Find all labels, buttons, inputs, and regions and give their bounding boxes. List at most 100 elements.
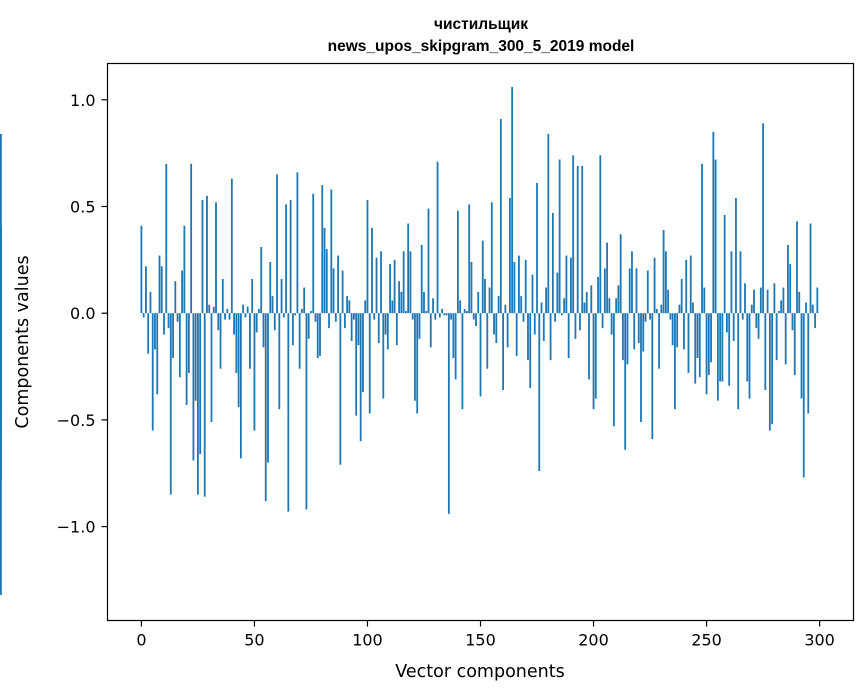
- y-tick-label: 0.0: [70, 304, 95, 323]
- bar-244: [692, 302, 694, 314]
- bar-89: [341, 270, 344, 314]
- bar-154: [488, 287, 491, 314]
- bar-201: [594, 313, 597, 399]
- bar-82: [325, 249, 328, 314]
- bar-248: [701, 163, 703, 314]
- bar-285: [784, 313, 787, 365]
- bar-104: [375, 257, 378, 314]
- bar-65: [287, 313, 290, 512]
- bar-206: [606, 242, 608, 314]
- bar-149: [477, 291, 480, 314]
- bar-58: [271, 296, 274, 314]
- bar-266: [741, 313, 744, 320]
- bar-264: [737, 313, 740, 410]
- bar-278: [768, 313, 771, 431]
- bar-287: [789, 264, 792, 314]
- bar-79: [319, 313, 321, 356]
- bar-234: [669, 313, 672, 320]
- bar-265: [739, 251, 742, 314]
- bar-168: [520, 296, 523, 314]
- bar-100: [366, 200, 369, 314]
- bar-121: [414, 313, 416, 401]
- chart-title-line-2: news_upos_skipgram_300_5_2019 model: [328, 38, 635, 55]
- bar-246: [696, 313, 699, 359]
- bar-39: [228, 313, 231, 320]
- bar-117: [405, 311, 407, 314]
- bar-242: [687, 313, 690, 373]
- bar-83: [328, 313, 330, 329]
- bar-235: [671, 313, 674, 346]
- bar-15: [174, 281, 177, 314]
- bar-251: [707, 313, 710, 376]
- bar-127: [427, 208, 430, 314]
- bar-172: [529, 313, 532, 388]
- bar-1: [142, 313, 145, 318]
- bar-232: [664, 251, 667, 314]
- bar-101: [368, 313, 371, 414]
- bar-57: [269, 261, 272, 314]
- bar-17: [178, 313, 181, 378]
- bar-196: [583, 302, 586, 314]
- bar-43: [237, 313, 240, 408]
- bar-69: [296, 172, 299, 314]
- bar-261: [730, 251, 733, 314]
- bar-3: [147, 313, 150, 354]
- bar-85: [332, 268, 335, 314]
- bar-120: [411, 313, 414, 320]
- bar-undefined: [0, 313, 2, 595]
- bar-286: [787, 244, 789, 314]
- bar-111: [391, 300, 394, 314]
- bar-153: [486, 313, 489, 369]
- bar-180: [547, 133, 550, 314]
- bar-189: [567, 313, 570, 359]
- bar-28: [203, 313, 206, 497]
- y-tick-label: 1.0: [70, 91, 95, 110]
- bar-161: [504, 304, 507, 314]
- bar-239: [680, 279, 683, 314]
- bar-36: [221, 279, 224, 314]
- bar-undefined: [0, 313, 2, 435]
- bar-125: [423, 291, 425, 314]
- bar-12: [167, 313, 170, 329]
- bar-225: [649, 313, 651, 320]
- bar-220: [637, 313, 640, 344]
- bar-140: [456, 210, 459, 314]
- bar-222: [642, 313, 645, 352]
- y-axis-label: Components values: [13, 255, 33, 428]
- bar-177: [540, 302, 543, 314]
- bar-240: [683, 313, 685, 350]
- bar-155: [490, 202, 493, 314]
- bar-38: [226, 308, 229, 314]
- bar-34: [217, 313, 220, 331]
- bar-269: [748, 313, 751, 399]
- bar-45: [242, 304, 245, 314]
- bar-9: [160, 266, 163, 314]
- bar-204: [601, 313, 604, 329]
- bar-228: [655, 308, 658, 314]
- bar-212: [619, 234, 622, 314]
- bar-209: [612, 313, 615, 427]
- bar-207: [608, 298, 611, 314]
- bar-282: [778, 311, 780, 314]
- bar-119: [409, 251, 412, 314]
- bar-274: [759, 287, 762, 314]
- bar-223: [644, 313, 647, 322]
- bar-undefined: [0, 270, 2, 314]
- bar-62: [280, 279, 283, 314]
- bar-47: [246, 306, 249, 314]
- bar-219: [635, 268, 638, 314]
- bar-37: [224, 313, 226, 320]
- bar-55: [264, 313, 267, 501]
- bar-256: [719, 313, 722, 382]
- bar-115: [400, 291, 403, 314]
- bar-202: [597, 276, 599, 314]
- bar-41: [233, 313, 235, 335]
- bar-108: [384, 313, 387, 335]
- bar-175: [536, 183, 538, 314]
- x-axis-label: Vector components: [395, 662, 564, 682]
- bar-178: [542, 313, 545, 341]
- bars-group: [0, 86, 819, 595]
- bar-84: [330, 189, 333, 314]
